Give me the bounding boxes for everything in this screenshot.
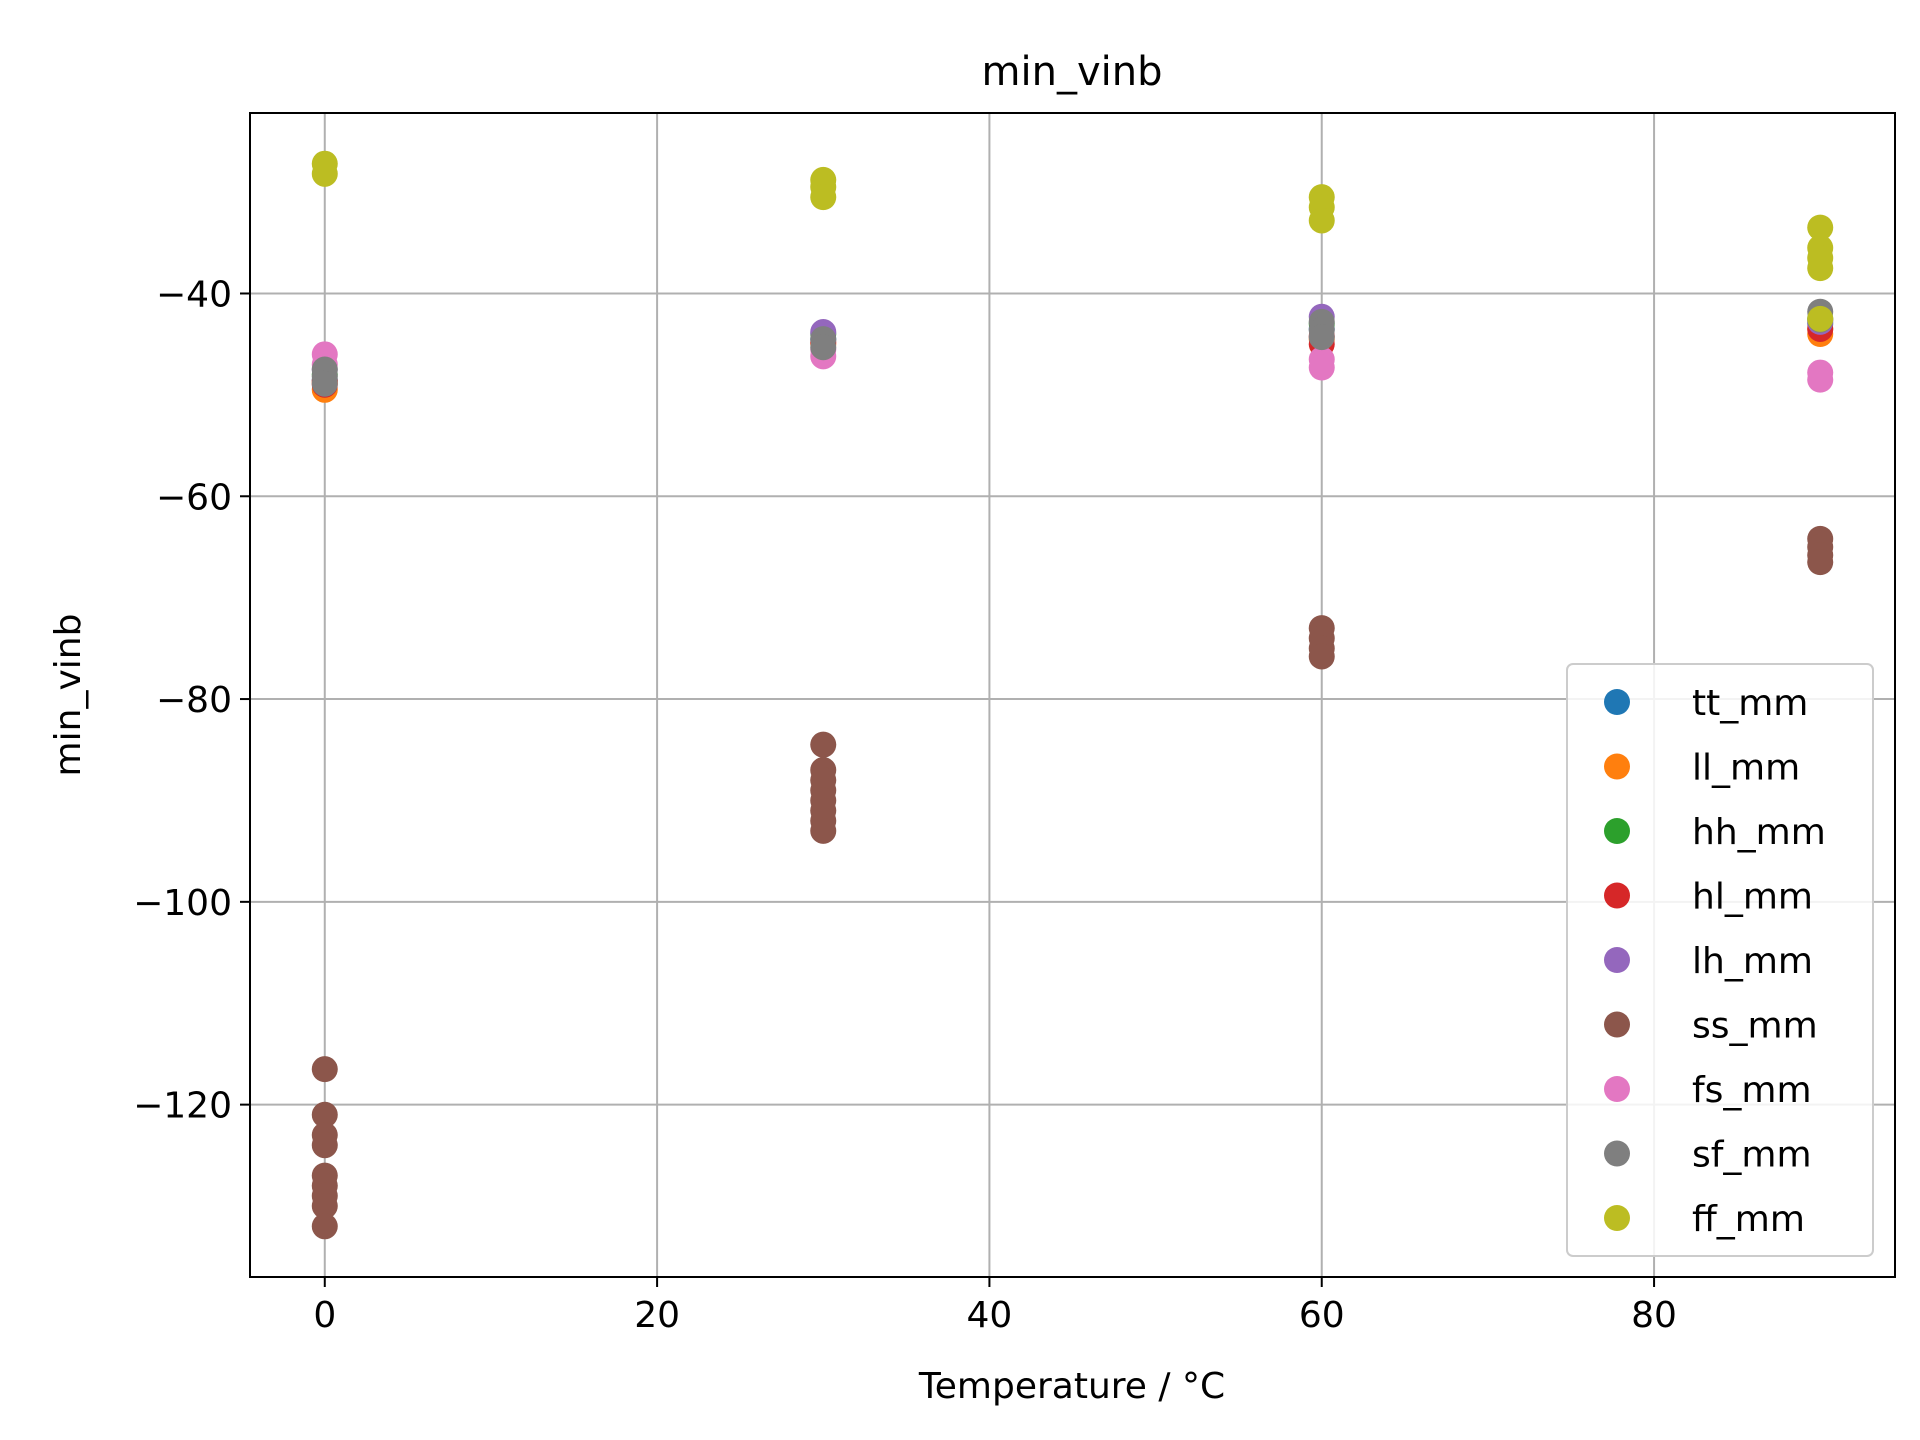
x-tick-label: 0 bbox=[313, 1295, 336, 1336]
legend-label: ss_mm bbox=[1692, 1006, 1818, 1047]
legend-label: ll_mm bbox=[1692, 748, 1800, 789]
legend: tt_mm ll_mm hh_mm hl_mm lh_mm ss_mm fs_mm sf_mm… bbox=[1566, 663, 1874, 1257]
series-ff_mm bbox=[311, 150, 1834, 332]
legend-label: lh_mm bbox=[1692, 941, 1813, 982]
legend-label: hl_mm bbox=[1692, 877, 1813, 918]
data-point bbox=[1807, 214, 1834, 241]
data-point bbox=[810, 334, 837, 361]
legend-label: fs_mm bbox=[1692, 1070, 1812, 1111]
legend-items: tt_mm ll_mm hh_mm hl_mm lh_mm ss_mm fs_mm sf_mm… bbox=[1604, 683, 1826, 1240]
legend-label: sf_mm bbox=[1692, 1135, 1812, 1176]
y-tick-label: −80 bbox=[156, 680, 232, 721]
data-point bbox=[810, 731, 837, 758]
data-point bbox=[1308, 324, 1335, 351]
legend-marker bbox=[1604, 1205, 1630, 1231]
data-point bbox=[311, 160, 338, 187]
data-point bbox=[311, 1132, 338, 1159]
legend-item-hh_mm: hh_mm bbox=[1604, 812, 1826, 853]
legend-marker bbox=[1604, 1011, 1630, 1038]
legend-label: hh_mm bbox=[1692, 812, 1826, 853]
legend-item-ff_mm: ff_mm bbox=[1604, 1199, 1805, 1240]
plot-area-frame bbox=[249, 112, 1896, 1278]
legend-item-tt_mm: tt_mm bbox=[1604, 683, 1808, 724]
legend-item-lh_mm: lh_mm bbox=[1604, 941, 1813, 982]
y-tick-label: −120 bbox=[133, 1086, 232, 1127]
legend-label: tt_mm bbox=[1692, 683, 1808, 724]
data-point bbox=[311, 1193, 338, 1220]
legend-item-sf_mm: sf_mm bbox=[1604, 1135, 1812, 1176]
legend-item-ss_mm: ss_mm bbox=[1604, 1006, 1818, 1047]
legend-marker bbox=[1604, 1140, 1630, 1167]
y-axis-ticks: −120 −100 −80 −60 −40 bbox=[133, 274, 250, 1127]
legend-item-hl_mm: hl_mm bbox=[1604, 877, 1813, 918]
data-point bbox=[810, 817, 837, 844]
data-points bbox=[311, 150, 1834, 1240]
data-point bbox=[810, 184, 837, 211]
legend-item-fs_mm: fs_mm bbox=[1604, 1070, 1812, 1111]
x-axis-ticks: 0 20 40 60 80 bbox=[313, 1277, 1677, 1336]
legend-marker bbox=[1604, 947, 1630, 973]
legend-marker bbox=[1604, 753, 1630, 780]
data-point bbox=[1308, 643, 1335, 670]
y-tick-label: −40 bbox=[156, 274, 232, 315]
data-point bbox=[1807, 366, 1834, 393]
x-tick-label: 20 bbox=[634, 1295, 680, 1336]
legend-marker bbox=[1604, 1076, 1630, 1102]
data-point bbox=[1807, 255, 1834, 282]
legend-marker bbox=[1604, 882, 1630, 909]
y-axis-label: min_vinb bbox=[48, 614, 89, 777]
chart-title: min_vinb bbox=[982, 49, 1163, 95]
data-point bbox=[311, 1101, 338, 1128]
data-point bbox=[1308, 207, 1335, 234]
x-tick-label: 80 bbox=[1631, 1295, 1677, 1336]
legend-item-ll_mm: ll_mm bbox=[1604, 748, 1800, 789]
y-tick-label: −100 bbox=[133, 883, 232, 924]
y-tick-label: −60 bbox=[156, 477, 232, 518]
series-ss_mm bbox=[311, 525, 1834, 1240]
legend-label: ff_mm bbox=[1692, 1199, 1805, 1240]
legend-marker bbox=[1604, 818, 1630, 844]
data-point bbox=[1807, 549, 1834, 576]
x-axis-label: Temperature / °C bbox=[918, 1366, 1225, 1407]
data-point bbox=[311, 370, 338, 397]
x-tick-label: 60 bbox=[1299, 1295, 1345, 1336]
legend-frame bbox=[1566, 663, 1874, 1257]
data-point bbox=[1308, 354, 1335, 381]
data-point bbox=[311, 1213, 338, 1240]
x-tick-label: 40 bbox=[967, 1295, 1013, 1336]
data-point bbox=[311, 1056, 338, 1083]
legend-marker bbox=[1604, 689, 1630, 715]
data-point bbox=[1807, 305, 1834, 332]
